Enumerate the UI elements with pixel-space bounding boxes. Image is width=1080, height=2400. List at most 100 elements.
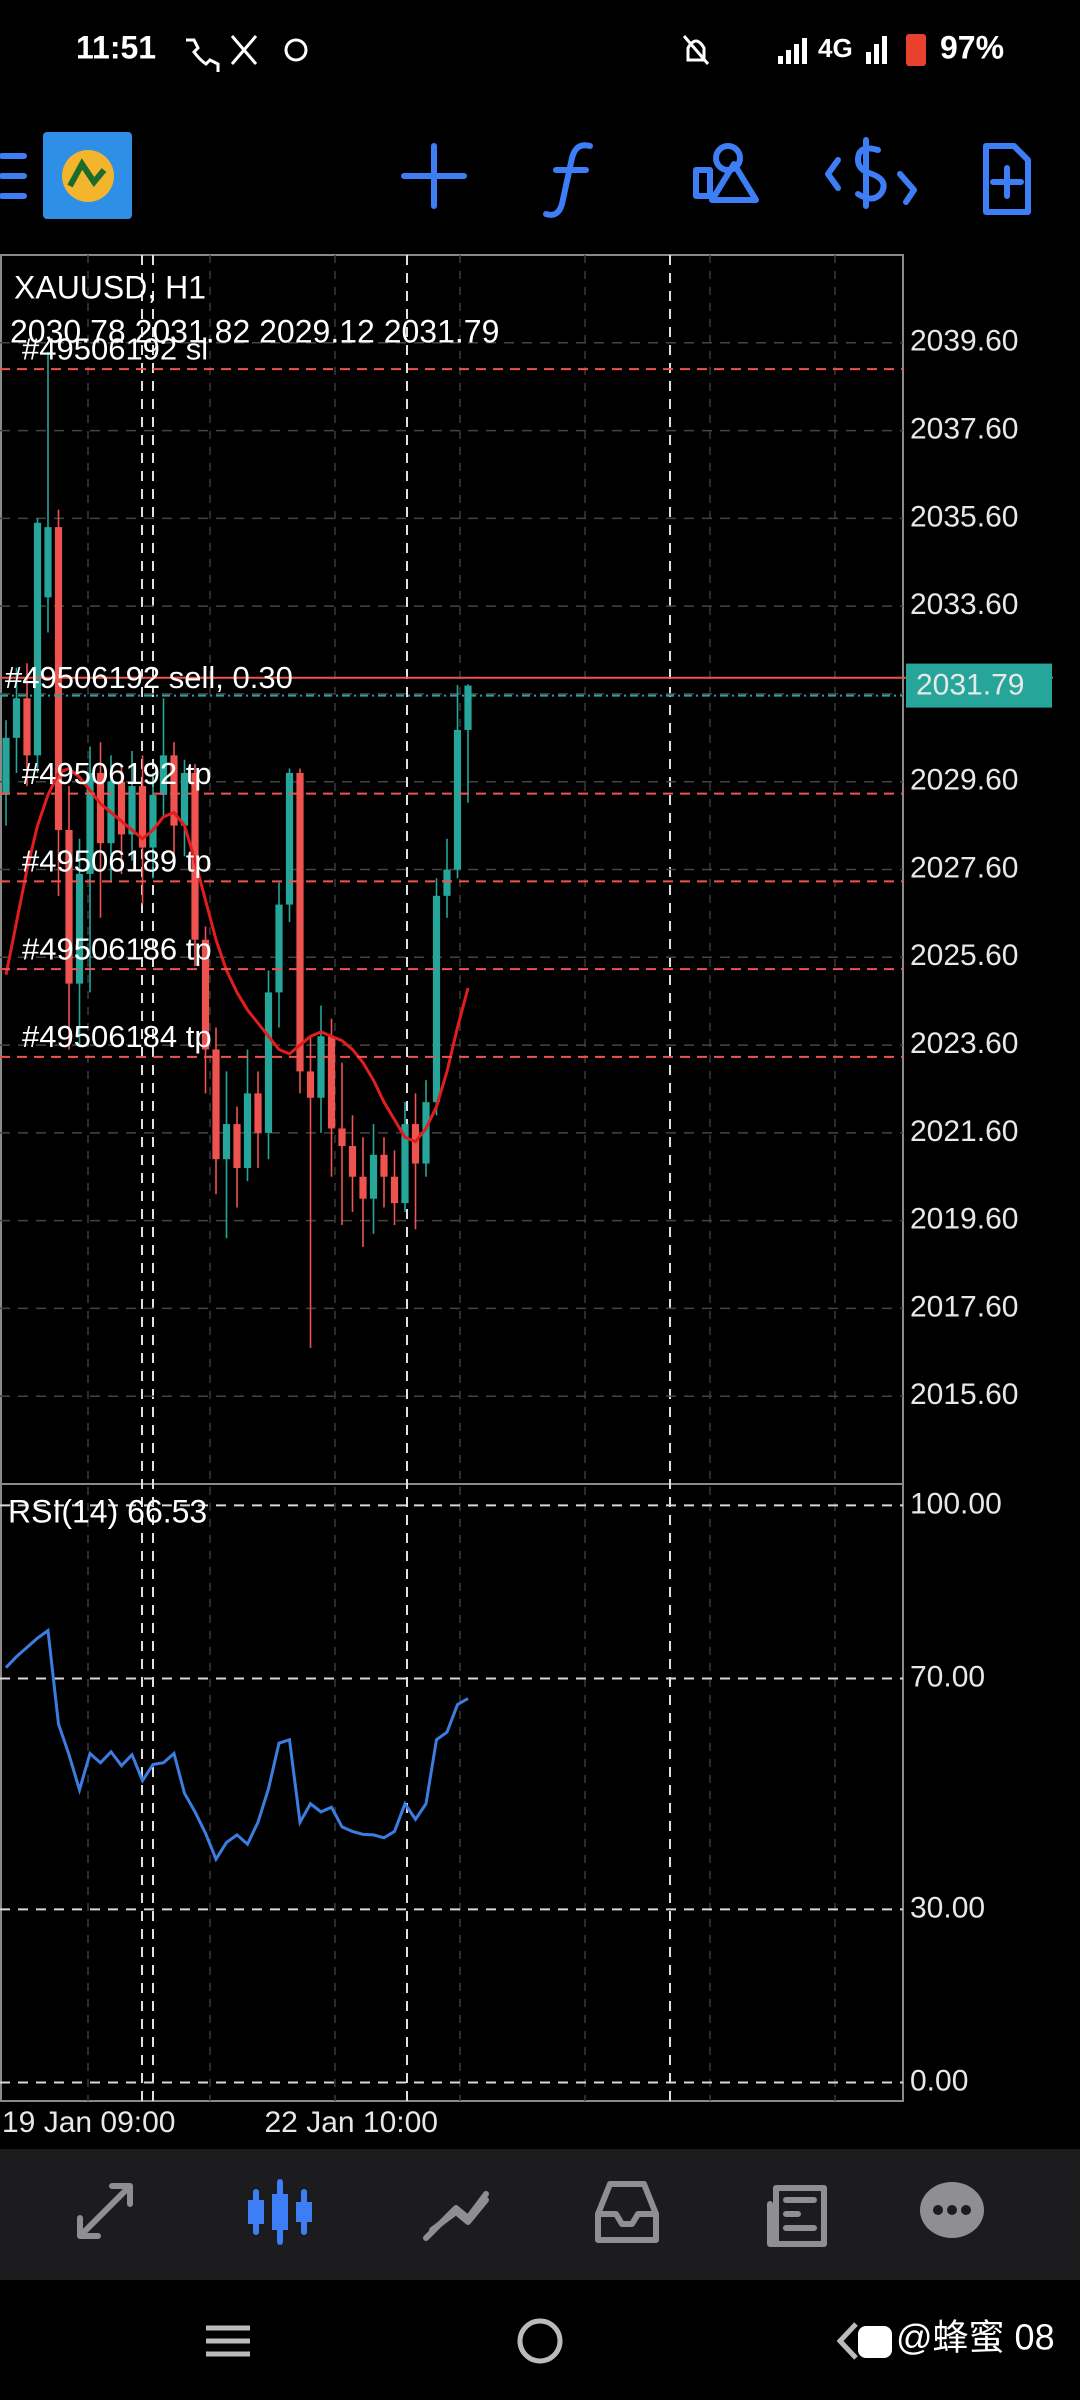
- candle-body: [159, 755, 168, 795]
- y-tick-label: 2017.60: [910, 1290, 1018, 1323]
- battery-icon: [906, 34, 926, 66]
- signal-bar: [786, 50, 791, 64]
- new-order-icon: [983, 143, 1031, 215]
- chat-tab[interactable]: [920, 2182, 984, 2238]
- call-icon: [186, 38, 220, 72]
- candle-body: [75, 873, 84, 984]
- chart-icon-body: [248, 2200, 264, 2224]
- y-tick-label: 2035.60: [910, 500, 1018, 533]
- candle-body: [233, 1124, 241, 1168]
- logo-line: [67, 158, 107, 188]
- status-icons: [186, 35, 710, 72]
- y-tick-label: 2019.60: [910, 1203, 1018, 1236]
- candle-body: [348, 1146, 357, 1177]
- back-icon: [836, 2322, 858, 2360]
- trade-tab-icon: [423, 2191, 489, 2241]
- y-tick-label: 2023.60: [910, 1027, 1018, 1060]
- network-type: 4G: [818, 33, 853, 63]
- candle-body: [243, 1093, 252, 1168]
- history-tab[interactable]: [595, 2181, 659, 2243]
- candle-body: [317, 1036, 325, 1098]
- candle-body: [411, 1124, 420, 1164]
- menu-button[interactable]: [0, 153, 27, 199]
- trade-tab[interactable]: [423, 2191, 489, 2241]
- objects-button[interactable]: [693, 143, 759, 203]
- candle-body: [170, 755, 178, 826]
- watermark-logo: [858, 2326, 892, 2358]
- y-tick-label: 2027.60: [910, 851, 1018, 884]
- home-button[interactable]: [517, 2318, 563, 2364]
- plot-layer: 2015.60 2017.60 2019.60 2021.60 2023.60 2025.…: [0, 325, 1053, 2139]
- x-tick-label: 19 Jan 09:00: [2, 2106, 175, 2139]
- candle-body: [453, 729, 462, 870]
- y-tick-label: 2037.60: [910, 412, 1018, 445]
- candle-body: [2, 737, 10, 795]
- candle-body: [390, 1176, 399, 1204]
- candle-body: [12, 698, 21, 738]
- signal-bar: [866, 52, 871, 64]
- battery-level: 97%: [940, 29, 1004, 65]
- indicators-icon: [543, 142, 593, 218]
- last-price-box: [906, 663, 1052, 708]
- y-tick-label: 2025.60: [910, 939, 1018, 972]
- y-tick-label: 2039.60: [910, 325, 1018, 358]
- home-icon: [517, 2318, 563, 2364]
- candle-body: [96, 772, 105, 844]
- y-tick-label: 70.00: [910, 1660, 985, 1693]
- candle-body: [369, 1154, 378, 1199]
- period-separators: [141, 255, 671, 2101]
- chart-title: XAUUSD, H1: [14, 269, 206, 305]
- candle-body: [149, 794, 157, 848]
- candle-body: [65, 829, 73, 984]
- position-label: #49506192 sell, 0.30: [5, 660, 293, 695]
- candle-body: [380, 1154, 388, 1177]
- candle-body: [443, 869, 451, 896]
- y-tick-label: 30.00: [910, 1891, 985, 1924]
- watermark: @蜂蜜 08: [896, 2317, 1055, 2358]
- candle-body: [44, 527, 52, 598]
- candle-body: [464, 685, 472, 730]
- news-tab[interactable]: [767, 2185, 827, 2247]
- quotes-icon: [77, 2183, 133, 2239]
- candle-body: [128, 786, 136, 835]
- app-logo[interactable]: [43, 132, 132, 219]
- y-tick-label: 0.00: [910, 2064, 968, 2097]
- recents-icon: [206, 2325, 250, 2357]
- candle-body: [222, 1124, 231, 1160]
- chart-tab[interactable]: [248, 2179, 312, 2245]
- back-button[interactable]: [836, 2322, 858, 2360]
- x-tick-label: 22 Jan 10:00: [265, 2106, 438, 2139]
- chart-icon-body: [296, 2202, 312, 2222]
- crosshair-button[interactable]: [401, 143, 467, 209]
- candle-body: [212, 1049, 220, 1160]
- trade-button[interactable]: [825, 137, 917, 209]
- candle-body: [422, 1102, 430, 1164]
- news-icon: [767, 2185, 827, 2247]
- order-label: #49506184 tp: [22, 1019, 212, 1054]
- candle-body: [201, 939, 210, 1050]
- signal-bar: [778, 56, 783, 64]
- moving-average: [4, 766, 470, 1144]
- candle-body: [138, 786, 147, 848]
- chat-dot: [933, 2205, 943, 2215]
- rsi-title: RSI(14) 66.53: [8, 1493, 207, 1529]
- objects-circle: [713, 143, 743, 173]
- indicators-button[interactable]: [543, 142, 593, 218]
- order-label: #49506189 tp: [22, 844, 212, 879]
- rsi-line: [4, 1627, 469, 1863]
- order-label: #49506192 sl: [22, 331, 208, 366]
- candle-body: [180, 772, 189, 826]
- candle-body: [401, 1124, 409, 1204]
- signal-bar: [882, 36, 887, 64]
- candle-body: [285, 772, 294, 905]
- chat-dot: [947, 2205, 957, 2215]
- signal-bar: [802, 38, 807, 64]
- order-label: #49506192 tp: [22, 756, 212, 791]
- quotes-tab[interactable]: [77, 2183, 133, 2239]
- new-order-button[interactable]: [983, 143, 1031, 215]
- candle-body: [359, 1176, 367, 1199]
- status-time: 11:51: [76, 29, 156, 65]
- recents-button[interactable]: [206, 2325, 250, 2357]
